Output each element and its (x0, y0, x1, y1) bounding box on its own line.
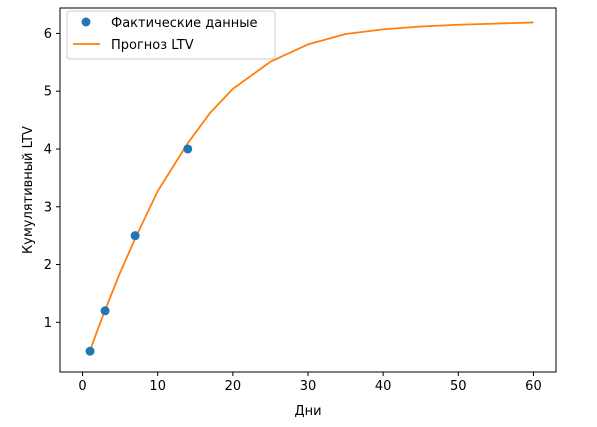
y-tick-label: 6 (44, 27, 52, 42)
x-axis-ticks: 0 10 20 30 40 50 60 (78, 372, 541, 394)
x-axis-label: Дни (294, 404, 321, 419)
legend-marker-actual (82, 18, 91, 27)
actual-data-point (86, 347, 95, 356)
x-tick-label: 40 (375, 379, 392, 394)
plot-background (60, 8, 556, 372)
y-tick-label: 3 (44, 200, 52, 215)
x-tick-label: 10 (149, 379, 166, 394)
y-axis-label: Кумулятивный LTV (21, 126, 36, 254)
y-tick-label: 4 (44, 142, 52, 157)
x-tick-label: 30 (300, 379, 317, 394)
legend: Фактические данные Прогноз LTV (67, 11, 275, 59)
legend-label-forecast: Прогноз LTV (111, 38, 194, 53)
x-tick-label: 50 (450, 379, 467, 394)
y-axis-ticks: 1 2 3 4 5 6 (44, 27, 60, 331)
actual-data-point (183, 144, 192, 153)
y-tick-label: 5 (44, 85, 52, 100)
y-tick-label: 1 (44, 316, 52, 331)
y-tick-label: 2 (44, 258, 52, 273)
actual-data-point (131, 231, 140, 240)
x-tick-label: 0 (78, 379, 86, 394)
actual-data-point (101, 306, 110, 315)
x-tick-label: 60 (525, 379, 542, 394)
legend-label-actual: Фактические данные (111, 16, 258, 31)
x-tick-label: 20 (225, 379, 242, 394)
